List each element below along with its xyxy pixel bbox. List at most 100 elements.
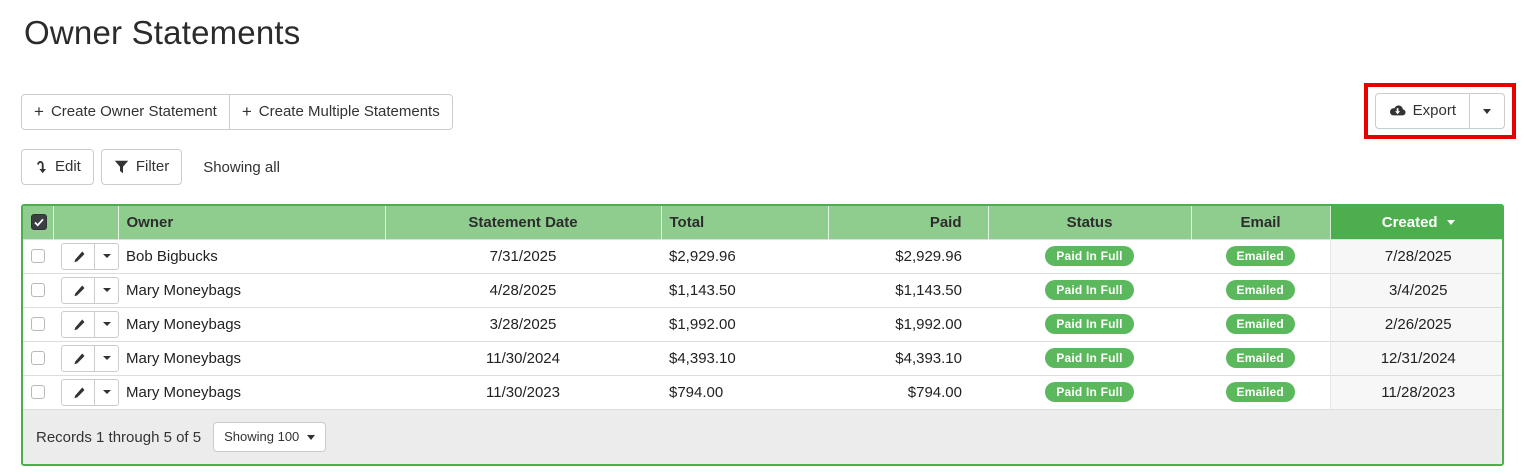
email-badge: Emailed (1225, 246, 1295, 266)
cell-statement-date: 4/28/2025 (385, 272, 661, 307)
row-checkbox[interactable] (31, 351, 45, 365)
caret-down-icon (102, 390, 111, 395)
export-button[interactable]: Export (1374, 93, 1470, 129)
filter-status-text: Showing all (203, 158, 280, 176)
pencil-icon (73, 318, 84, 330)
row-dropdown-toggle[interactable] (94, 276, 119, 304)
column-header-owner[interactable]: Owner (118, 206, 386, 239)
cell-owner: Mary Moneybags (118, 340, 385, 375)
status-badge: Paid In Full (1045, 246, 1134, 266)
pencil-icon (73, 284, 84, 296)
cell-total: $2,929.96 (661, 238, 828, 273)
status-badge: Paid In Full (1045, 348, 1134, 368)
cell-paid: $1,143.50 (828, 272, 988, 307)
row-checkbox[interactable] (31, 283, 45, 297)
create-multiple-statements-button[interactable]: + Create Multiple Statements (228, 94, 453, 130)
column-header-created-sorted[interactable]: Created (1330, 206, 1502, 239)
row-checkbox[interactable] (31, 317, 45, 331)
pencil-icon (73, 352, 84, 364)
row-action-group (61, 242, 119, 270)
email-badge: Emailed (1225, 314, 1295, 334)
cell-total: $4,393.10 (661, 340, 828, 375)
edit-row-button[interactable] (61, 344, 95, 372)
export-dropdown-toggle[interactable] (1469, 93, 1505, 129)
caret-down-icon (102, 254, 111, 258)
filter-label: Filter (135, 158, 170, 175)
column-header-total[interactable]: Total (661, 206, 829, 239)
create-owner-statement-label: Create Owner Statement (50, 103, 217, 120)
caret-down-icon (307, 434, 316, 440)
export-label: Export (1412, 102, 1456, 119)
table-row: Mary Moneybags 4/28/2025 $1,143.50 $1,14… (23, 272, 1502, 307)
cell-created: 7/28/2025 (1329, 238, 1502, 273)
plus-icon: + (241, 102, 252, 121)
filter-button[interactable]: Filter (100, 149, 183, 185)
cell-created: 2/26/2025 (1329, 306, 1502, 341)
row-checkbox[interactable] (31, 385, 45, 400)
table-row: Bob Bigbucks 7/31/2025 $2,929.96 $2,929.… (23, 238, 1502, 273)
cell-statement-date: 11/30/2023 (385, 374, 661, 409)
export-split-button: Export (1374, 93, 1505, 129)
table-footer: Records 1 through 5 of 5 Showing 100 (23, 409, 1502, 464)
create-owner-statement-button[interactable]: + Create Owner Statement (21, 94, 230, 130)
owner-statements-table: Owner Statement Date Total Paid Status E… (23, 206, 1502, 409)
cell-statement-date: 7/31/2025 (385, 238, 661, 273)
sort-caret-down-icon (1446, 220, 1455, 226)
cell-owner: Mary Moneybags (118, 306, 385, 341)
page-title: Owner Statements (24, 14, 301, 51)
actions-header-cell (53, 206, 119, 239)
select-all-header-cell (23, 206, 54, 239)
table-header-row: Owner Statement Date Total Paid Status E… (23, 206, 1502, 239)
status-badge: Paid In Full (1045, 314, 1134, 334)
caret-down-icon (102, 322, 111, 326)
select-all-checkbox[interactable] (31, 214, 47, 231)
column-header-statement-date[interactable]: Statement Date (385, 206, 662, 239)
caret-down-icon (102, 288, 111, 292)
records-count-text: Records 1 through 5 of 5 (36, 428, 202, 446)
cell-created: 3/4/2025 (1329, 272, 1502, 307)
cell-statement-date: 11/30/2024 (385, 340, 661, 375)
edit-row-button[interactable] (61, 310, 95, 338)
page-size-dropdown[interactable]: Showing 100 (213, 422, 327, 452)
plus-icon: + (34, 102, 44, 121)
check-icon (34, 218, 44, 227)
cell-total: $794.00 (661, 374, 828, 409)
email-badge: Emailed (1225, 280, 1295, 300)
row-dropdown-toggle[interactable] (94, 344, 119, 372)
status-badge: Paid In Full (1045, 280, 1134, 300)
row-checkbox[interactable] (31, 249, 45, 263)
cell-paid: $794.00 (828, 374, 988, 409)
page-size-label: Showing 100 (224, 429, 300, 444)
table-row: Mary Moneybags 11/30/2024 $4,393.10 $4,3… (23, 340, 1502, 375)
row-action-group (61, 310, 119, 338)
cell-created: 11/28/2023 (1329, 374, 1502, 409)
cell-paid: $2,929.96 (828, 238, 988, 273)
edit-row-button[interactable] (61, 242, 95, 270)
row-action-group (61, 378, 119, 406)
caret-down-icon (102, 356, 111, 360)
row-dropdown-toggle[interactable] (94, 310, 119, 338)
row-dropdown-toggle[interactable] (94, 378, 119, 406)
email-badge: Emailed (1225, 348, 1295, 368)
edit-button[interactable]: Edit (21, 149, 94, 185)
email-badge: Emailed (1225, 382, 1295, 403)
edit-row-button[interactable] (61, 276, 95, 304)
export-annotation-highlight: Export (1363, 83, 1516, 139)
column-header-status[interactable]: Status (988, 206, 1192, 239)
create-button-group: + Create Owner Statement + Create Multip… (21, 94, 453, 130)
cell-created: 12/31/2024 (1329, 340, 1502, 375)
cell-statement-date: 3/28/2025 (385, 306, 661, 341)
cell-total: $1,992.00 (661, 306, 828, 341)
row-dropdown-toggle[interactable] (94, 242, 119, 270)
table-row: Mary Moneybags 11/30/2023 $794.00 $794.0… (23, 374, 1502, 409)
primary-toolbar: + Create Owner Statement + Create Multip… (21, 83, 1525, 139)
edit-label: Edit (55, 158, 81, 175)
pencil-icon (73, 387, 84, 399)
cloud-download-icon (1389, 105, 1406, 116)
column-header-paid[interactable]: Paid (828, 206, 989, 239)
column-header-email[interactable]: Email (1191, 206, 1331, 239)
secondary-toolbar: Edit Filter Showing all (21, 149, 1525, 185)
cell-owner: Bob Bigbucks (118, 238, 385, 273)
edit-row-button[interactable] (61, 378, 95, 406)
owner-statements-table-frame: Owner Statement Date Total Paid Status E… (21, 204, 1504, 466)
